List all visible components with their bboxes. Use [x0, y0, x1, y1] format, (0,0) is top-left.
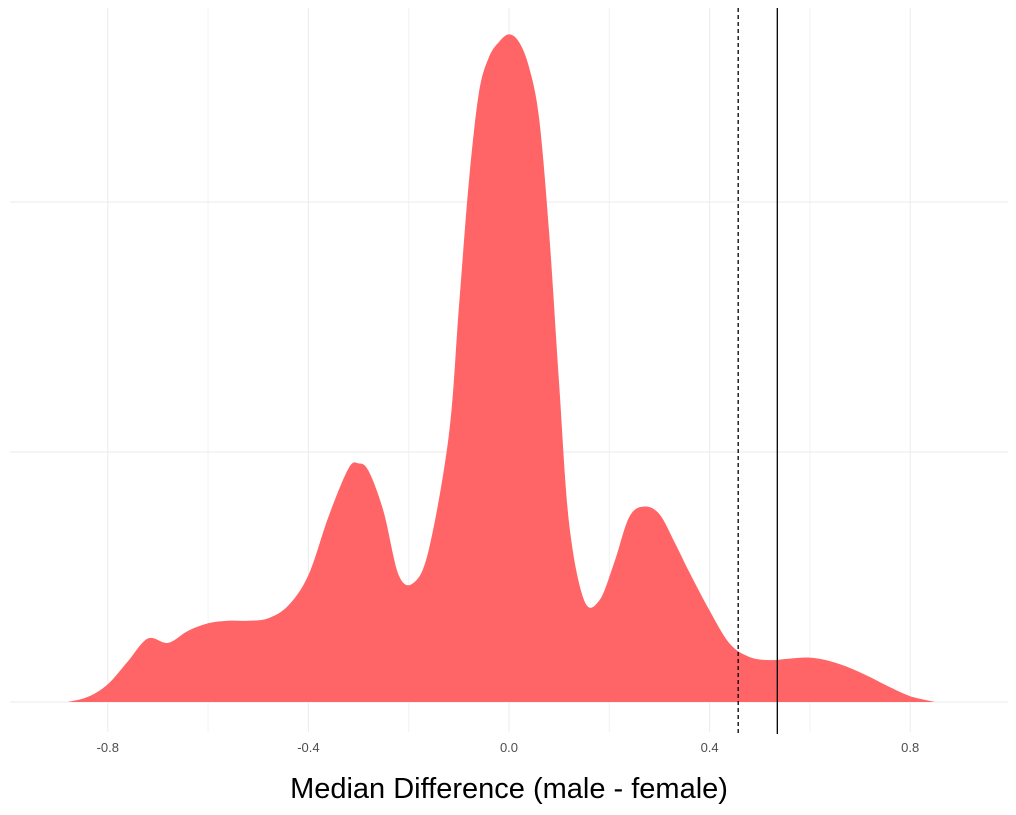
- x-tick-label-0: -0.8: [97, 740, 119, 755]
- density-area: [67, 34, 936, 702]
- reference-lines-layer: [737, 8, 778, 734]
- x-tick-label-2: 0.0: [500, 740, 518, 755]
- x-axis-title: Median Difference (male - female): [290, 773, 728, 805]
- x-tick-label-4: 0.8: [901, 740, 919, 755]
- x-tick-labels: -0.8 -0.4 0.0 0.4 0.8: [97, 740, 920, 755]
- x-tick-label-3: 0.4: [701, 740, 719, 755]
- x-tick-label-1: -0.4: [297, 740, 319, 755]
- area-layer: [67, 34, 936, 702]
